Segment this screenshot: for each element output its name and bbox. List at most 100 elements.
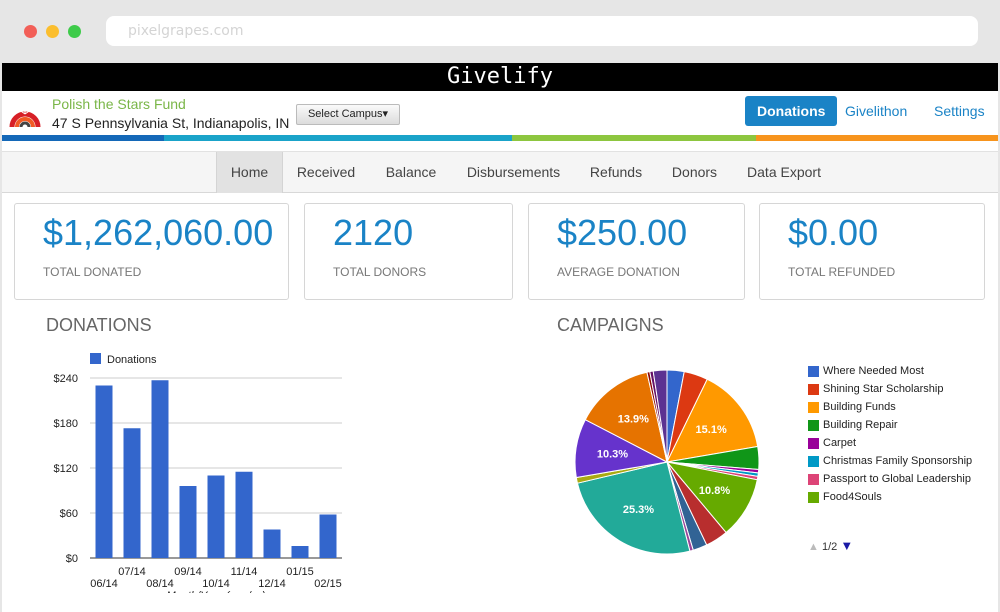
brand-logo-text: Givelify [447, 64, 553, 89]
pie-slice [576, 461, 691, 555]
address-bar-text: pixelgrapes.com [128, 23, 244, 39]
legend-pager: ▲ 1/2 ▼ [808, 538, 853, 553]
x-tick-label: 10/14 [202, 578, 230, 590]
x-axis-label: Month/Year (mm/yy) [166, 590, 265, 593]
pie-slice [666, 378, 759, 463]
sub-navigation: Home Received Balance Disbursements Refu… [2, 151, 998, 193]
brand-bar: Givelify [2, 63, 998, 91]
x-tick-label: 11/14 [231, 566, 258, 578]
donations-section-title: DONATIONS [46, 315, 152, 335]
stat-value: $0.00 [788, 212, 879, 253]
x-tick-label: 09/14 [174, 566, 202, 578]
legend-entry[interactable]: Christmas Family Sponsorship [823, 455, 973, 467]
legend-swatch [90, 353, 101, 364]
legend-swatch [808, 402, 819, 413]
fund-address: 47 S Pennsylvania St, Indianapolis, IN [52, 115, 290, 131]
tab-disbursements[interactable]: Disbursements [466, 164, 561, 180]
pie-slice [652, 369, 668, 463]
y-tick-label: $240 [54, 373, 78, 385]
donation-bar [291, 546, 309, 558]
y-tick-label: $180 [54, 418, 78, 430]
legend-entry[interactable]: Carpet [823, 437, 857, 449]
stripe-segment [512, 135, 756, 141]
pie-slice-label: 13.9% [618, 413, 649, 425]
y-tick-label: $60 [60, 508, 78, 520]
legend-entry[interactable]: Where Needed Most [823, 365, 924, 377]
stat-card-average-donation: $250.00 AVERAGE DONATION [528, 203, 745, 300]
fund-name: Polish the Stars Fund [52, 96, 186, 112]
close-window-icon[interactable] [24, 25, 37, 38]
pie-slice-label: 10.3% [597, 449, 628, 461]
pager-next-icon[interactable]: ▼ [840, 538, 854, 553]
donation-bar [263, 529, 281, 558]
legend-swatch [808, 384, 819, 395]
legend-swatch [808, 474, 819, 485]
stat-card-total-refunded: $0.00 TOTAL REFUNDED [759, 203, 985, 300]
fund-logo-icon [9, 101, 41, 128]
tab-balance[interactable]: Balance [385, 164, 437, 180]
x-tick-label: 02/15 [314, 578, 342, 590]
donation-bar [235, 471, 253, 558]
maximize-window-icon[interactable] [68, 25, 81, 38]
legend-swatch [808, 438, 819, 449]
y-tick-label: $120 [54, 463, 78, 475]
x-tick-label: 01/15 [286, 566, 314, 578]
legend-entry[interactable]: Food4Souls [823, 491, 882, 503]
legend-entry[interactable]: Passport to Global Leadership [823, 473, 971, 485]
pie-slice-label: 10.8% [699, 485, 730, 497]
select-campus-button[interactable]: Select Campus▾ [296, 104, 400, 125]
stat-value: $250.00 [557, 212, 688, 253]
donation-bar [319, 514, 337, 558]
stripe-segment [2, 135, 164, 141]
address-bar[interactable]: pixelgrapes.com [106, 16, 978, 46]
donation-bar [179, 486, 197, 558]
tab-data-export[interactable]: Data Export [747, 164, 821, 180]
nav-settings[interactable]: Settings [934, 103, 985, 119]
nav-givelithon[interactable]: Givelithon [845, 103, 908, 119]
tab-home[interactable]: Home [216, 152, 283, 193]
legend-swatch [808, 492, 819, 503]
x-tick-label: 12/14 [258, 578, 286, 590]
stat-value: $1,262,060.00 [43, 212, 274, 253]
legend-entry[interactable]: Shining Star Scholarship [823, 383, 944, 395]
x-tick-label: 08/14 [146, 578, 174, 590]
select-campus-label: Select Campus [307, 108, 383, 120]
legend-entry[interactable]: Building Repair [823, 419, 898, 431]
stat-label: TOTAL DONORS [333, 265, 427, 279]
browser-chrome: pixelgrapes.com [0, 0, 1000, 62]
tab-received[interactable]: Received [296, 164, 356, 180]
donations-bar-chart: $240 $180 $120 $60 $0 06/1407/1408/1409/1410/… [54, 353, 342, 593]
pie-slice-label: 25.3% [623, 504, 654, 516]
pager-label: 1/2 [821, 541, 838, 553]
dropdown-arrow-icon: ▾ [382, 108, 389, 120]
color-stripe [2, 135, 998, 141]
pager-prev-icon[interactable]: ▲ [808, 541, 819, 553]
campaigns-pie-chart: 15.1% 10.8% 25.3% 10.3% 13.9% [574, 369, 760, 555]
stat-label: TOTAL DONATED [43, 265, 142, 279]
donation-bar [123, 428, 141, 558]
stripe-segment [756, 135, 998, 141]
tab-donors[interactable]: Donors [671, 164, 718, 180]
tab-refunds[interactable]: Refunds [589, 164, 643, 180]
donation-bar [207, 475, 225, 558]
stat-label: TOTAL REFUNDED [788, 265, 896, 279]
pie-slice [584, 371, 668, 463]
stat-card-total-donated: $1,262,060.00 TOTAL DONATED [14, 203, 289, 300]
legend-entry[interactable]: Building Funds [823, 401, 896, 413]
stat-label: AVERAGE DONATION [557, 265, 680, 279]
x-tick-label: 07/14 [118, 566, 146, 578]
stat-value: 2120 [333, 212, 414, 253]
x-tick-label: 06/14 [90, 578, 118, 590]
app-window: Givelify Polish the Stars Fund 47 S Penn… [2, 63, 998, 612]
legend-swatch [808, 456, 819, 467]
legend-swatch [808, 366, 819, 377]
legend-swatch [808, 420, 819, 431]
nav-donations[interactable]: Donations [745, 96, 838, 126]
donation-bar [95, 385, 113, 558]
pie-slice-label: 15.1% [696, 424, 727, 436]
legend-label: Donations [107, 354, 157, 366]
campaigns-section-title: CAMPAIGNS [557, 315, 664, 335]
stripe-segment [164, 135, 512, 141]
header: Polish the Stars Fund 47 S Pennsylvania … [2, 91, 998, 135]
minimize-window-icon[interactable] [46, 25, 59, 38]
